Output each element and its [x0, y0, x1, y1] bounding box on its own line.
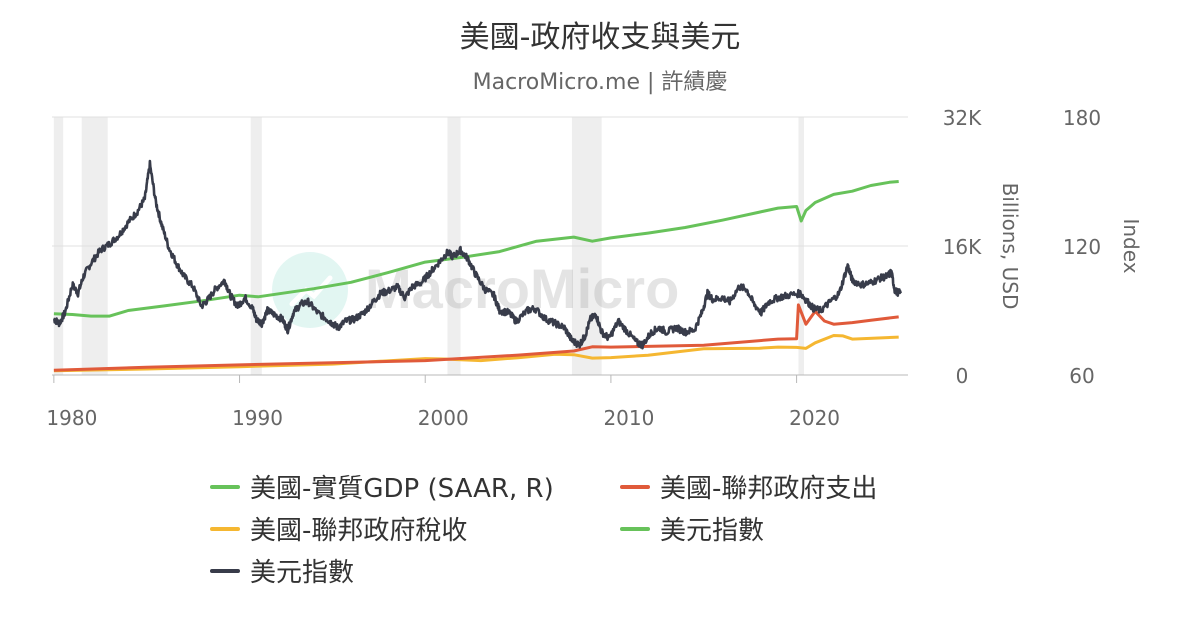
grid-lines — [52, 116, 908, 376]
legend-swatch — [210, 484, 240, 489]
legend-swatch — [210, 568, 240, 573]
x-tick-label-3: 2010 — [603, 406, 654, 430]
legend-label: 美國-聯邦政府稅收 — [250, 516, 468, 546]
y-right-tick-label-1: 120 — [1063, 235, 1101, 259]
series-line-1 — [53, 303, 899, 372]
y-axis-left: 0 16K 32K Billions, USD — [943, 106, 1022, 388]
y-left-tick-label-0: 0 — [956, 364, 969, 388]
watermark: MacroMicro — [272, 252, 679, 328]
x-axis: 1980 1990 2000 2010 2020 — [46, 375, 840, 430]
y-right-tick-label-0: 60 — [1069, 364, 1094, 388]
series-line-3 — [53, 159, 902, 350]
y-right-axis-title: Index — [1119, 218, 1143, 273]
chart-subtitle: MacroMicro.me | 許績慶 — [472, 70, 728, 95]
y-left-axis-title: Billions, USD — [998, 183, 1022, 310]
legend-swatch — [620, 526, 650, 531]
legend-label: 美國-實質GDP (SAAR, R) — [250, 474, 554, 504]
legend-item-1[interactable]: 美國-聯邦政府支出 — [620, 468, 877, 505]
legend-label: 美元指數 — [250, 558, 355, 588]
legend-swatch — [210, 526, 240, 531]
x-tick-label-2: 2000 — [418, 406, 469, 430]
x-tick-label-1: 1990 — [232, 406, 283, 430]
legend-swatch — [620, 484, 650, 489]
legend-item-3[interactable]: 美元指數 — [620, 510, 764, 547]
legend-item-0[interactable]: 美國-實質GDP (SAAR, R) — [210, 468, 554, 505]
watermark-text: MacroMicro — [365, 257, 679, 320]
y-left-tick-label-2: 32K — [943, 106, 982, 130]
y-left-tick-label-1: 16K — [943, 235, 982, 259]
legend-item-2[interactable]: 美國-聯邦政府稅收 — [210, 510, 467, 547]
y-right-tick-label-2: 180 — [1063, 106, 1101, 130]
series-lines — [53, 159, 902, 373]
x-tick-label-0: 1980 — [46, 406, 97, 430]
legend-label: 美元指數 — [660, 516, 765, 546]
chart-canvas: MacroMicro 1980 1990 2000 2010 2020 0 16K 32K B… — [46, 106, 1143, 430]
chart-title: 美國-政府收支與美元 — [459, 20, 741, 55]
y-axis-right: 60 120 180 Index — [1063, 106, 1143, 388]
legend-label: 美國-聯邦政府支出 — [660, 474, 878, 504]
x-tick-label-4: 2020 — [789, 406, 840, 430]
series-line-0 — [53, 180, 899, 318]
legend-item-4[interactable]: 美元指數 — [210, 552, 354, 589]
